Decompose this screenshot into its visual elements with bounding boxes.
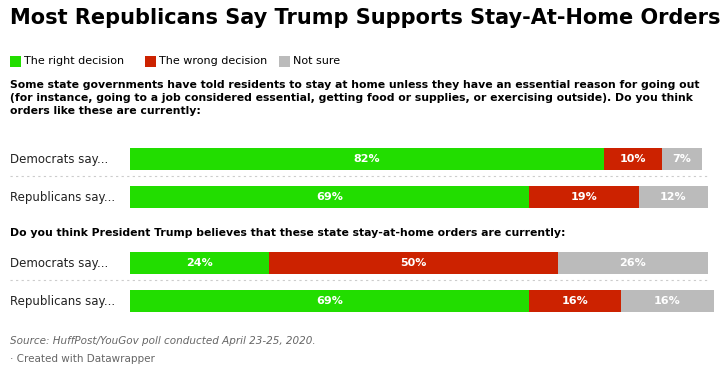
Bar — [130, 148, 604, 170]
Bar — [145, 56, 156, 67]
Text: The wrong decision: The wrong decision — [158, 57, 267, 66]
Text: 16%: 16% — [654, 296, 681, 306]
Bar — [639, 186, 708, 208]
Bar — [528, 186, 639, 208]
Text: Not sure: Not sure — [293, 57, 341, 66]
Text: 7%: 7% — [672, 154, 691, 164]
Bar — [130, 186, 528, 208]
Bar — [662, 148, 702, 170]
Text: Source: HuffPost/YouGov poll conducted April 23-25, 2020.: Source: HuffPost/YouGov poll conducted A… — [10, 336, 315, 346]
Text: 12%: 12% — [660, 192, 687, 202]
Text: 16%: 16% — [562, 296, 588, 306]
Text: 24%: 24% — [186, 258, 212, 268]
Text: · Created with Datawrapper: · Created with Datawrapper — [10, 354, 155, 364]
Bar — [528, 290, 621, 312]
Text: Do you think President Trump believes that these state stay-at-home orders are c: Do you think President Trump believes th… — [10, 228, 565, 238]
Bar — [558, 252, 708, 274]
Text: 69%: 69% — [316, 296, 343, 306]
Text: 10%: 10% — [620, 154, 646, 164]
Bar — [621, 290, 714, 312]
Text: Most Republicans Say Trump Supports Stay-At-Home Orders: Most Republicans Say Trump Supports Stay… — [10, 8, 720, 28]
Text: Some state governments have told residents to stay at home unless they have an e: Some state governments have told residen… — [10, 80, 700, 117]
Text: The right decision: The right decision — [24, 57, 124, 66]
Text: 50%: 50% — [400, 258, 426, 268]
Bar — [130, 252, 269, 274]
Text: 26%: 26% — [619, 258, 647, 268]
Text: Democrats say...: Democrats say... — [10, 152, 108, 165]
Text: 69%: 69% — [316, 192, 343, 202]
Text: 19%: 19% — [570, 192, 597, 202]
Bar — [10, 56, 21, 67]
Text: Democrats say...: Democrats say... — [10, 256, 108, 269]
Text: Republicans say...: Republicans say... — [10, 295, 115, 308]
Bar — [279, 56, 290, 67]
Bar — [269, 252, 558, 274]
Text: Republicans say...: Republicans say... — [10, 191, 115, 204]
Bar — [130, 290, 528, 312]
Bar — [604, 148, 662, 170]
Text: 82%: 82% — [354, 154, 380, 164]
